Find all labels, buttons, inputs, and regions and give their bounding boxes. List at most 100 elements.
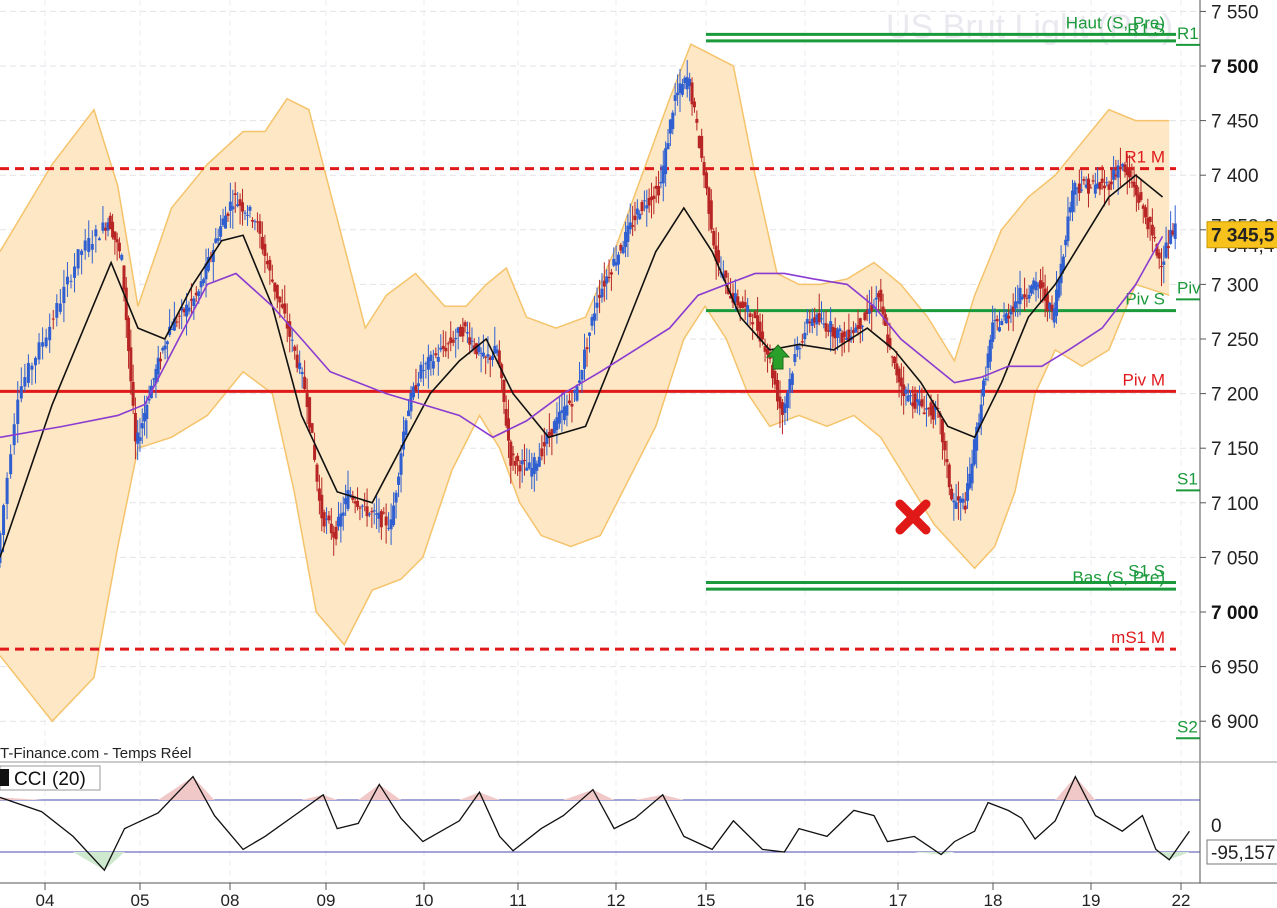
candle-body (187, 307, 191, 312)
candle-body (145, 404, 149, 420)
candle-body (895, 363, 899, 376)
indicator-name: CCI (20) (14, 769, 86, 790)
candle-body (511, 453, 515, 456)
candle-body (310, 423, 314, 433)
candle-body (147, 398, 151, 401)
candle-body (243, 212, 247, 214)
candle-body (431, 361, 435, 369)
candle-body (481, 352, 485, 357)
candle-body (55, 303, 59, 318)
candle-body (1123, 164, 1127, 172)
candle-body (486, 354, 490, 357)
candle-body (106, 222, 110, 231)
candle-body (986, 353, 990, 368)
price-tick-label: 7 500 (1211, 57, 1259, 78)
level-lines: R1 M Piv M mS1 M Haut (S, Pre)R1 S Piv S S1 S… (0, 13, 1201, 740)
candle-body (439, 347, 443, 350)
candle-body (1036, 284, 1040, 287)
candle-body (484, 356, 488, 358)
candle-body (192, 298, 196, 306)
candle-body (1027, 294, 1031, 299)
candle-body (238, 199, 242, 206)
candle-body (726, 288, 730, 294)
signal-markers (765, 344, 931, 535)
candle-body (959, 498, 963, 503)
candle-body (283, 303, 287, 314)
candle-body (763, 346, 767, 352)
pivot-edge-label: Piv (1177, 278, 1201, 297)
price-tick-label: 7 150 (1211, 439, 1259, 460)
candle-body (236, 204, 240, 207)
candle-body (733, 293, 737, 303)
candle-body (1125, 169, 1129, 176)
candle-body (51, 318, 55, 320)
candle-body (1075, 187, 1079, 189)
level-label: Haut (S, Pre) (1066, 13, 1165, 32)
candle-body (940, 418, 944, 443)
candle-body (550, 429, 554, 437)
candle-body (165, 341, 169, 345)
candle-body (339, 513, 343, 527)
candle-body (1098, 182, 1102, 190)
candle-body (1089, 187, 1093, 189)
indicator-legend: CCI (20) (0, 765, 101, 791)
candle-body (175, 321, 179, 323)
candle-body (929, 402, 933, 416)
candle-body (645, 205, 649, 209)
candle-body (552, 421, 556, 434)
pivot-edge-label: S1 (1177, 469, 1198, 488)
candle-body (657, 186, 661, 196)
candle-body (1050, 304, 1054, 312)
candle-body (44, 337, 48, 347)
candle-body (1018, 287, 1022, 305)
candle-body (803, 332, 807, 340)
candle-body (1073, 182, 1077, 195)
candle-body (595, 302, 599, 308)
candle-body (826, 330, 830, 332)
candle-body (285, 321, 289, 329)
time-tick-label: 09 (317, 891, 336, 908)
level-label: S1 S (1128, 562, 1165, 581)
candle-body (399, 453, 403, 475)
candle-body (348, 494, 352, 496)
candle-body (265, 260, 269, 265)
candle-body (619, 245, 623, 251)
candle-body (555, 417, 559, 431)
candle-body (532, 457, 536, 474)
time-tick-label: 19 (1082, 891, 1101, 908)
candle-body (879, 289, 883, 302)
candle-body (497, 350, 501, 364)
candle-body (48, 326, 52, 341)
candle-body (260, 236, 264, 250)
candle-body (1071, 190, 1075, 213)
candle-body (1077, 183, 1081, 194)
candle-body (833, 327, 837, 339)
candle-body (513, 460, 517, 466)
candle-body (426, 357, 430, 370)
candle-body (223, 215, 227, 229)
candle-body (588, 332, 592, 336)
candle-body (530, 467, 534, 477)
price-tick-label: 7 400 (1211, 166, 1259, 187)
candle-body (702, 162, 706, 176)
candle-body (180, 306, 184, 311)
time-tick-label: 17 (889, 891, 908, 908)
candle-body (899, 377, 903, 387)
candle-body (695, 118, 699, 123)
candle-body (607, 276, 611, 278)
time-tick-label: 10 (415, 891, 434, 908)
candle-body (668, 119, 672, 134)
buy-arrow-icon (765, 344, 791, 370)
candle-body (943, 441, 947, 451)
candle-body (805, 319, 809, 324)
ma-short-line (0, 174, 1164, 558)
candle-body (666, 143, 670, 150)
candle-body (468, 337, 472, 345)
cci-line (0, 775, 1190, 872)
candle-body (377, 512, 381, 519)
candle-body (810, 318, 814, 326)
candle-body (69, 280, 73, 282)
bollinger-fill (0, 44, 1170, 722)
candle-body (893, 356, 897, 364)
